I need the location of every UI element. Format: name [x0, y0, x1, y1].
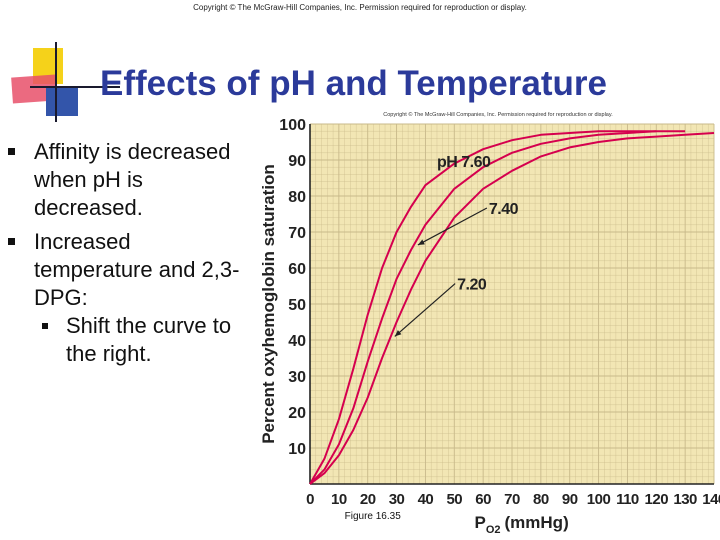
x-tick-label: 10	[331, 491, 347, 508]
x-tick-label: 50	[446, 491, 462, 508]
bullet-square-icon	[8, 238, 15, 245]
y-tick-label: 50	[288, 297, 306, 314]
decoration-blue-square	[46, 86, 78, 116]
decoration-horizontal-line	[30, 86, 120, 88]
annotation-arrow-head	[417, 239, 425, 245]
x-tick-label: 60	[475, 491, 491, 508]
x-tick-label: 0	[306, 491, 314, 508]
axes	[309, 124, 714, 485]
x-tick-label: 100	[587, 491, 611, 508]
y-tick-labels: 10 20 30 40 50 60 70 80 90 100	[279, 117, 306, 458]
bullet-list: Affinity is decreased when pH is decreas…	[4, 138, 244, 368]
slide-title: Effects of pH and Temperature	[100, 64, 607, 103]
annotation-arrow-head	[394, 330, 402, 337]
annotation-label: pH 7.60	[437, 154, 491, 171]
y-tick-label: 70	[288, 225, 306, 242]
bullet-text: Affinity is decreased when pH is decreas…	[34, 139, 231, 220]
x-tick-label: 80	[533, 491, 549, 508]
decoration-vertical-line	[55, 42, 57, 122]
bullet-text: Increased temperature and 2,3-DPG:	[34, 229, 240, 310]
x-tick-label: 110	[616, 491, 639, 508]
annotation-label: 7.20	[457, 277, 487, 294]
y-axis-label: Percent oxyhemoglobin saturation	[259, 164, 278, 444]
annotation-arrow-line	[417, 207, 488, 246]
annotations: pH 7.60 7.40 7.20	[394, 154, 519, 337]
y-tick-label: 40	[288, 333, 306, 350]
x-tick-label: 140	[702, 491, 720, 508]
curve-series-0	[309, 130, 657, 485]
bullet-square-icon	[8, 148, 15, 155]
bullet-temperature: Increased temperature and 2,3-DPG:	[4, 228, 244, 312]
y-tick-label: 30	[288, 369, 306, 386]
x-tick-label: 120	[645, 491, 669, 508]
x-tick-label: 90	[562, 491, 578, 508]
grid-lines	[309, 123, 715, 485]
y-tick-label: 20	[288, 405, 306, 422]
bullet-affinity: Affinity is decreased when pH is decreas…	[4, 138, 244, 222]
y-tick-label: 60	[288, 261, 306, 278]
x-tick-label: 20	[360, 491, 376, 508]
x-tick-label: 30	[389, 491, 405, 508]
x-axis-label: PO2 (mmHg)	[474, 513, 568, 536]
curve-series-2	[309, 132, 715, 485]
x-tick-label: 40	[418, 491, 434, 508]
y-tick-label: 100	[279, 117, 306, 134]
y-tick-label: 90	[288, 153, 306, 170]
copyright-notice: Copyright © The McGraw-Hill Companies, I…	[193, 3, 527, 12]
annotation-label: 7.40	[489, 201, 519, 218]
figure-caption: Figure 16.35	[345, 511, 402, 522]
y-tick-label: 10	[288, 441, 306, 458]
sub-bullet-square-icon	[42, 323, 48, 329]
sub-bullet-text: Shift the curve to the right.	[66, 313, 232, 366]
sub-bullet-shift: Shift the curve to the right.	[4, 312, 244, 368]
curve-series-1	[309, 130, 686, 485]
curves	[309, 130, 715, 485]
oxyhemoglobin-dissociation-chart: Copyright © The McGraw-Hill Companies, I…	[259, 111, 720, 536]
y-tick-label: 80	[288, 189, 306, 206]
annotation-arrow-line	[394, 283, 456, 337]
x-tick-label: 70	[504, 491, 520, 508]
figure-copyright: Copyright © The McGraw-Hill Companies, I…	[383, 111, 613, 118]
x-tick-label: 130	[673, 491, 697, 508]
